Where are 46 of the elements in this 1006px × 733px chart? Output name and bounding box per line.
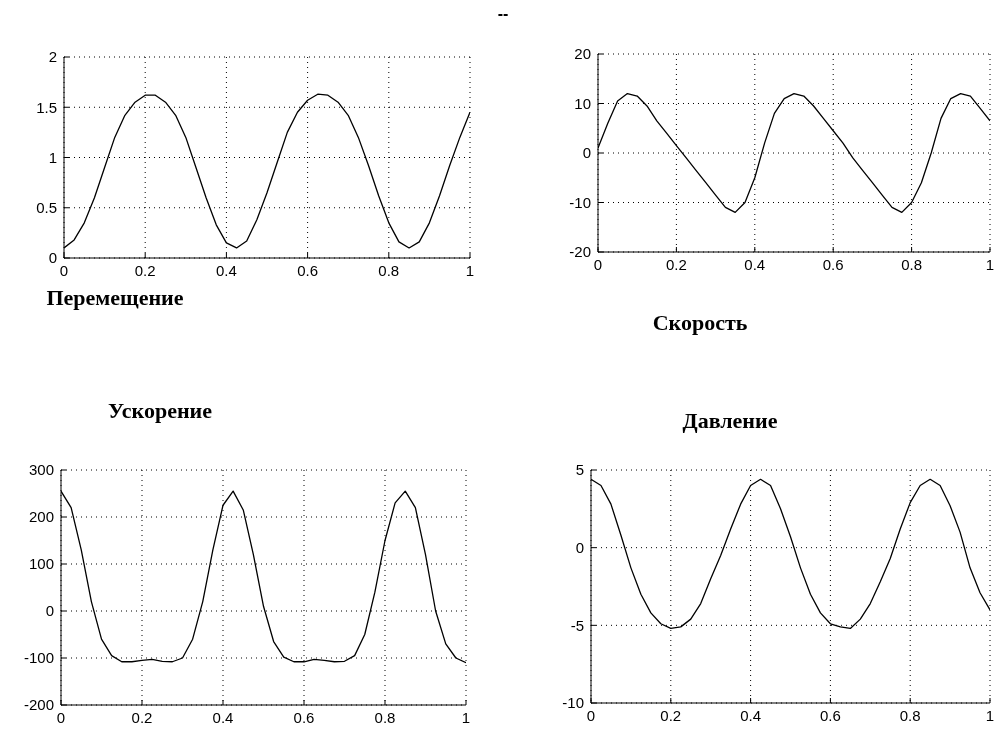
y-tick-label: 5 (575, 461, 584, 479)
y-tick-label: 0 (45, 602, 54, 620)
y-tick-label: 100 (28, 555, 54, 573)
y-tick-label: -5 (570, 616, 584, 634)
x-tick-label: 1 (985, 255, 995, 273)
y-tick-label: 200 (28, 508, 54, 526)
x-tick-label: 0.4 (744, 255, 766, 273)
x-tick-label: 0.4 (212, 708, 234, 726)
x-tick-label: 0.2 (131, 708, 153, 726)
y-tick-label: 0 (582, 144, 591, 162)
x-tick-label: 0.8 (374, 708, 396, 726)
x-tick-label: 0 (59, 261, 69, 279)
text: Перемещение (45, 285, 185, 311)
y-tick-label: 1.5 (36, 98, 57, 116)
x-tick-label: 0.8 (899, 706, 921, 724)
y-tick-label: 300 (28, 461, 54, 479)
x-tick-label: 0 (593, 255, 603, 273)
x-tick-label: 0.6 (822, 255, 844, 273)
y-tick-label: -10 (562, 694, 584, 712)
x-tick-label: 0.2 (134, 261, 156, 279)
text: Скорость (651, 310, 749, 336)
y-tick-label: 0.5 (36, 199, 57, 217)
x-tick-label: 1 (465, 261, 475, 279)
x-tick-label: 0.2 (665, 255, 687, 273)
x-tick-label: 0.6 (293, 708, 315, 726)
x-tick-label: 1 (461, 708, 471, 726)
y-tick-label: -100 (23, 649, 54, 667)
y-tick-label: 0 (575, 538, 584, 556)
text: -- (496, 5, 510, 23)
x-tick-label: 0.2 (660, 706, 682, 724)
y-tick-label: 20 (574, 45, 591, 63)
x-tick-label: 0.8 (901, 255, 923, 273)
x-tick-label: 0.4 (215, 261, 237, 279)
chart-title: Ускорение (106, 398, 213, 424)
x-tick-label: 1 (985, 706, 995, 724)
x-tick-label: 0.6 (819, 706, 841, 724)
y-tick-label: -10 (569, 193, 591, 211)
chart-title: Давление (681, 408, 779, 434)
y-tick-label: 1 (48, 148, 57, 166)
x-tick-label: 0.8 (378, 261, 400, 279)
y-tick-label: -200 (23, 696, 54, 714)
y-tick-label: -20 (569, 243, 591, 261)
y-tick-label: 2 (48, 48, 57, 66)
y-tick-label: 10 (574, 94, 591, 112)
x-tick-label: 0.4 (740, 706, 762, 724)
x-tick-label: 0.6 (297, 261, 319, 279)
